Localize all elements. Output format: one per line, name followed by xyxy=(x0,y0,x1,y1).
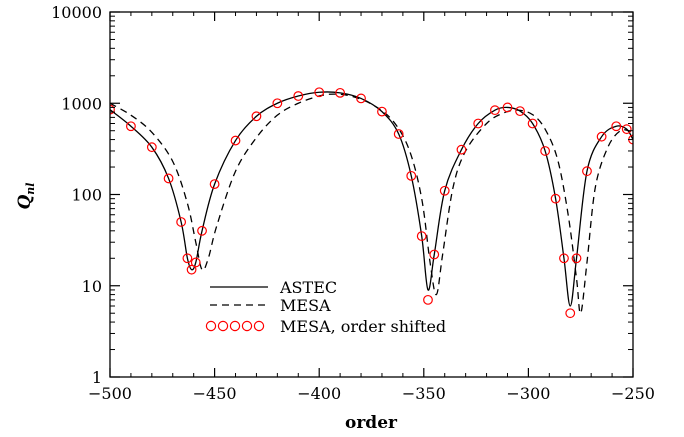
marker-point xyxy=(439,185,450,196)
marker-point xyxy=(230,135,241,146)
y-tick-label: 1000 xyxy=(61,94,102,113)
legend-symbol-marker xyxy=(229,320,241,332)
marker-point xyxy=(571,253,582,264)
y-tick-label: 10000 xyxy=(51,3,102,22)
x-tick-label: −250 xyxy=(611,384,655,403)
marker-point xyxy=(186,264,197,275)
marker-point xyxy=(515,106,525,117)
y-tick-label: 1 xyxy=(92,368,102,387)
marker-point xyxy=(393,129,404,139)
marker-point xyxy=(456,144,467,155)
marker-point xyxy=(429,249,440,260)
legend-symbol-marker xyxy=(205,320,217,332)
legend-label-astec: ASTEC xyxy=(279,278,337,297)
marker-point xyxy=(621,124,632,135)
marker-point xyxy=(176,217,187,227)
y-axis-label-subscript: nl xyxy=(24,183,37,195)
series-line-astec xyxy=(110,91,633,307)
marker-point xyxy=(251,111,262,122)
legend-symbol-marker xyxy=(217,320,229,332)
x-tick-label: −350 xyxy=(402,384,446,403)
marker-point xyxy=(126,121,136,132)
marker-point xyxy=(611,121,622,132)
marker-point xyxy=(314,87,325,98)
x-tick-label: −500 xyxy=(88,384,132,403)
marker-point xyxy=(272,98,283,109)
marker-point xyxy=(293,91,304,101)
legend-label-mesa-order-shifted: MESA, order shifted xyxy=(280,317,446,336)
x-tick-label: −400 xyxy=(297,384,341,403)
marker-point xyxy=(406,170,417,181)
series-mesa-order-shifted xyxy=(110,87,633,319)
marker-point xyxy=(550,193,561,204)
marker-point xyxy=(596,131,607,142)
x-tick-label: −450 xyxy=(193,384,237,403)
y-tick-label: 100 xyxy=(71,186,102,205)
marker-point xyxy=(582,166,592,177)
y-tick-label: 10 xyxy=(82,277,102,296)
marker-point xyxy=(473,118,484,129)
y-axis-label-main: Q xyxy=(15,195,35,210)
legend-label-mesa: MESA xyxy=(280,296,331,315)
marker-point xyxy=(182,253,193,264)
marker-point xyxy=(527,118,538,129)
marker-point xyxy=(335,87,346,98)
y-axis-label: Qnl xyxy=(15,183,37,210)
marker-point xyxy=(163,173,174,184)
x-axis-label: order xyxy=(345,413,398,433)
marker-point xyxy=(565,308,576,319)
legend-symbol-marker xyxy=(253,320,265,332)
marker-point xyxy=(377,106,387,117)
marker-point xyxy=(559,253,569,264)
x-tick-label: −300 xyxy=(506,384,550,403)
marker-point xyxy=(209,179,220,190)
marker-point xyxy=(416,231,427,242)
marker-point xyxy=(146,142,157,153)
marker-point xyxy=(423,294,433,305)
series-line-mesa xyxy=(110,93,633,314)
marker-point xyxy=(190,257,201,268)
axes-layer: −500 −450 −400 −350 −300 −250 1 10 100 1000 10000 xyxy=(51,3,655,403)
marker-point xyxy=(540,146,551,156)
marker-point xyxy=(197,225,207,236)
series-layer xyxy=(110,87,633,319)
legend-symbol-marker xyxy=(241,320,253,332)
marker-point xyxy=(490,105,500,116)
marker-point xyxy=(502,102,513,113)
marker-point xyxy=(356,93,366,104)
marker-point xyxy=(110,104,115,115)
